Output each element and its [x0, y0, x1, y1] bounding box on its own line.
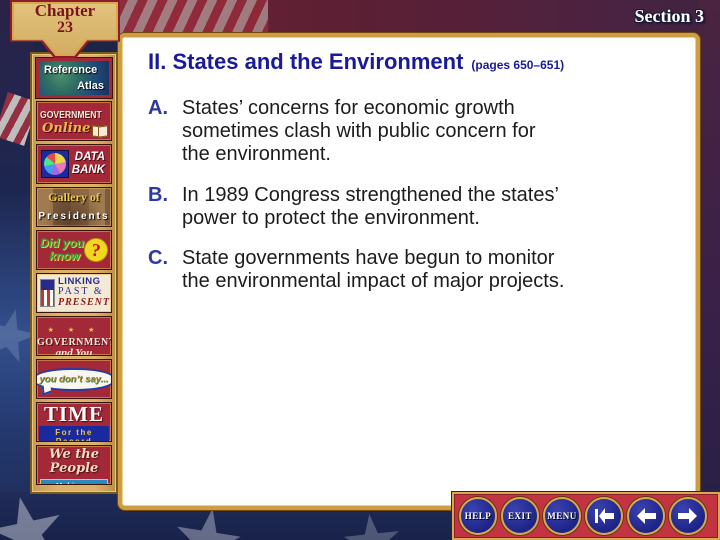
button-label: Presidents: [38, 211, 110, 222]
outline-item-b: B. In 1989 Congress strengthened the sta…: [148, 184, 676, 230]
button-label: Gallery of: [48, 190, 100, 204]
help-button[interactable]: HELP: [459, 497, 497, 535]
button-label: and You: [55, 347, 93, 356]
sidebar-item-you-dont-say[interactable]: you don’t say...: [36, 359, 112, 399]
sidebar-item-reference-atlas[interactable]: Reference Atlas: [36, 58, 112, 98]
first-slide-button[interactable]: [585, 497, 623, 535]
button-sublabel: For the Record: [39, 426, 109, 441]
stars-icon: ★ ★ ★: [47, 327, 101, 334]
chapter-title: Chapter 23: [10, 2, 120, 37]
flag-stripes-decor: [118, 0, 268, 34]
previous-slide-button[interactable]: [627, 497, 665, 535]
pie-chart-icon: [41, 150, 69, 178]
outline-text: State governments have begun to monitor …: [182, 246, 565, 293]
button-label: Reference: [44, 64, 98, 76]
chapter-label: Chapter: [34, 1, 96, 20]
outline-letter: B.: [148, 183, 168, 206]
exit-button[interactable]: EXIT: [501, 497, 539, 535]
page-reference: (pages 650–651): [471, 58, 565, 72]
slide-title: II. States and the Environment (pages 65…: [148, 49, 676, 75]
speech-bubble-icon: you don’t say...: [37, 367, 111, 391]
outline-text: States’ concerns for economic growth som…: [182, 97, 536, 166]
slide-title-text: II. States and the Environment: [148, 49, 464, 74]
chapter-plaque: Chapter 23: [10, 0, 120, 58]
flag-background-right: [698, 0, 720, 540]
arrow-left-icon: [637, 508, 656, 524]
button-sublabel: Making a Difference: [40, 478, 108, 484]
sidebar-item-government-online[interactable]: GOVERNMENT Online: [36, 101, 112, 141]
button-label: GOVERNMENT: [37, 337, 112, 348]
arrow-right-icon: [678, 508, 697, 524]
sidebar-item-data-bank[interactable]: DATA BANK: [36, 144, 112, 184]
help-label: HELP: [464, 511, 492, 521]
button-label: We the People: [48, 447, 100, 477]
sidebar-item-gallery-of-presidents[interactable]: Gallery of Presidents: [36, 187, 112, 227]
question-mark-icon: ?: [82, 236, 110, 264]
outline-list: A. States’ concerns for economic growth …: [148, 97, 676, 293]
button-label: DATA BANK: [71, 151, 105, 176]
us-flag-icon: [40, 279, 55, 307]
button-label: Did you know: [40, 236, 84, 263]
chapter-number: 23: [57, 18, 73, 36]
outline-item-a: A. States’ concerns for economic growth …: [148, 97, 676, 167]
button-label: TIME: [43, 402, 104, 426]
navigation-bar: HELP EXIT MENU: [452, 492, 720, 540]
slide-content-panel: II. States and the Environment (pages 65…: [118, 33, 700, 510]
menu-label: MENU: [547, 511, 577, 521]
sidebar-item-time-for-the-record[interactable]: TIME For the Record: [36, 402, 112, 442]
skip-back-icon: [595, 508, 614, 524]
next-slide-button[interactable]: [669, 497, 707, 535]
button-label: GOVERNMENT: [40, 109, 102, 121]
open-book-icon: [92, 126, 108, 135]
sidebar-item-linking-past-present[interactable]: LINKING PAST & PRESENT: [36, 273, 112, 313]
button-label: Online: [42, 121, 91, 136]
sidebar-item-government-and-you[interactable]: ★ ★ ★ GOVERNMENT and You: [36, 316, 112, 356]
sidebar-item-did-you-know[interactable]: Did you know ?: [36, 230, 112, 270]
menu-button[interactable]: MENU: [543, 497, 581, 535]
flag-background-left: [0, 0, 34, 540]
outline-letter: A.: [148, 97, 168, 119]
outline-text: In 1989 Congress strengthened the states…: [182, 183, 559, 229]
outline-item-c: C. State governments have begun to monit…: [148, 247, 676, 293]
sidebar: Reference Atlas GOVERNMENT Online DATA BA…: [30, 52, 118, 494]
sidebar-item-we-the-people[interactable]: We the People Making a Difference: [36, 445, 112, 485]
exit-label: EXIT: [507, 511, 532, 521]
section-label: Section 3: [634, 6, 705, 26]
button-label: Atlas: [77, 80, 104, 92]
outline-letter: C.: [148, 246, 168, 269]
button-label: LINKING PAST & PRESENT: [58, 276, 111, 309]
